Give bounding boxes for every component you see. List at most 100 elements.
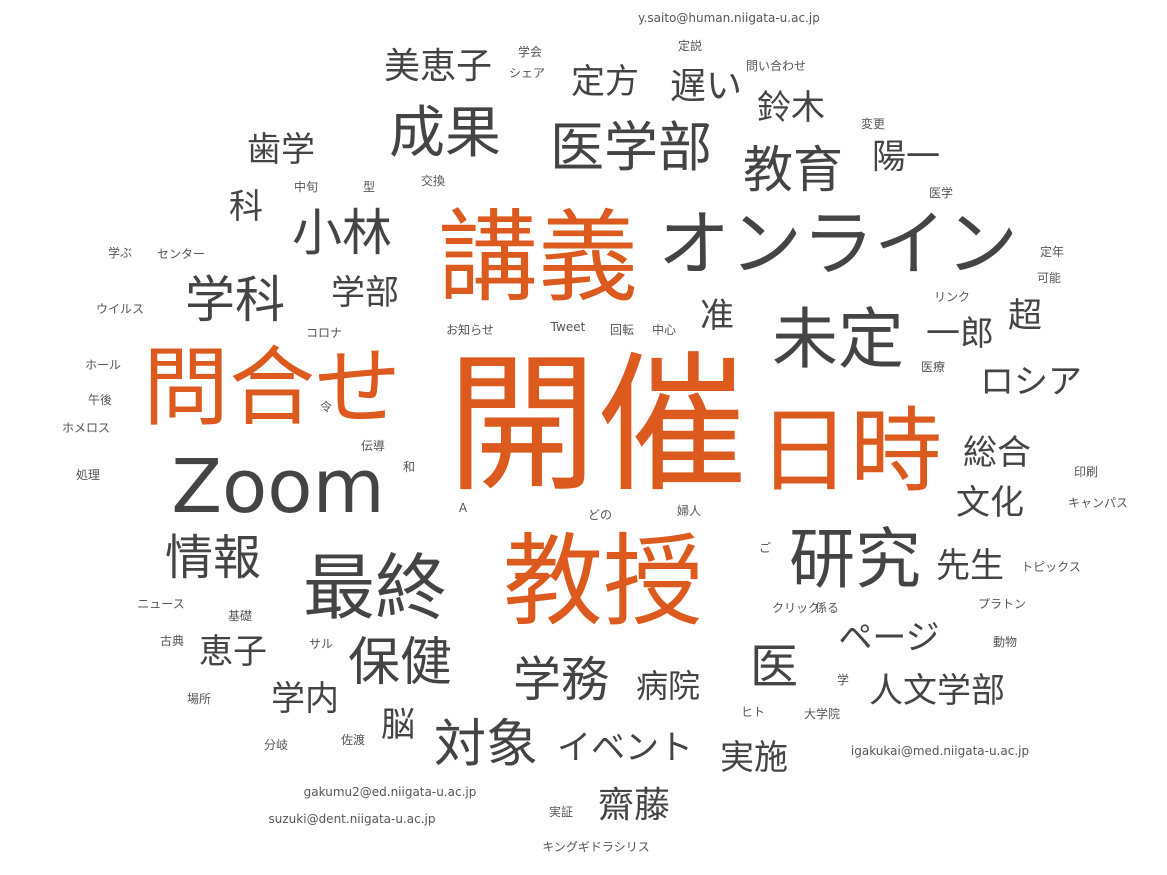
cloud-word: トピックス xyxy=(1021,560,1081,574)
cloud-word: 定方 xyxy=(571,62,639,102)
cloud-word: 型 xyxy=(362,180,376,194)
cloud-word: 問合せ xyxy=(143,338,401,438)
cloud-word: 医 xyxy=(749,639,799,695)
cloud-word: 小林 xyxy=(292,204,392,262)
cloud-word: サル xyxy=(308,637,334,651)
cloud-word: A xyxy=(458,501,468,515)
cloud-word: イベント xyxy=(557,728,693,768)
cloud-word: 脳 xyxy=(381,705,415,745)
cloud-word: キングギドラシリス xyxy=(542,840,650,854)
cloud-word: 美恵子 xyxy=(383,46,493,87)
cloud-word: 一郎 xyxy=(926,314,994,354)
cloud-word: シェア xyxy=(508,66,546,80)
cloud-word: 医学部 xyxy=(550,116,712,179)
cloud-word: 分岐 xyxy=(263,738,289,752)
cloud-word: 学科 xyxy=(185,271,285,329)
cloud-word: 佐渡 xyxy=(340,733,366,747)
cloud-word: 未定 xyxy=(772,301,904,378)
cloud-word: 情報 xyxy=(164,530,262,586)
cloud-word: 実施 xyxy=(720,738,788,778)
cloud-word: 大学院 xyxy=(803,707,841,721)
cloud-word: 基礎 xyxy=(227,609,253,623)
cloud-word: 齋藤 xyxy=(597,785,671,826)
cloud-word: 人文学部 xyxy=(869,671,1005,711)
cloud-word: igakukai@med.niigata-u.ac.jp xyxy=(850,744,1030,758)
cloud-word: 最終 xyxy=(302,546,448,630)
cloud-word: キャンパス xyxy=(1067,496,1129,510)
cloud-word: 変更 xyxy=(860,117,886,131)
cloud-word: 係る xyxy=(814,601,840,615)
cloud-word: 総合 xyxy=(963,433,1031,473)
cloud-word: gakumu2@ed.niigata-u.ac.jp xyxy=(303,785,477,799)
cloud-word: 動物 xyxy=(992,635,1018,649)
cloud-word: ホメロス xyxy=(61,421,111,435)
cloud-word: 超 xyxy=(1008,296,1042,336)
cloud-word: プラトン xyxy=(977,597,1027,611)
cloud-word: 可能 xyxy=(1036,271,1062,285)
cloud-word: 古典 xyxy=(159,634,185,648)
cloud-word: 研究 xyxy=(789,521,921,598)
cloud-word: Tweet xyxy=(550,320,586,334)
cloud-word: 鈴木 xyxy=(757,88,825,128)
cloud-word: ページ xyxy=(838,618,940,658)
cloud-word: 処理 xyxy=(75,468,101,482)
cloud-word: ホール xyxy=(84,358,122,372)
cloud-word: 教育 xyxy=(743,141,843,199)
cloud-word: 陽一 xyxy=(872,137,940,177)
cloud-word: 開催 xyxy=(446,339,748,513)
cloud-word: クリック xyxy=(771,601,821,615)
cloud-word: 中旬 xyxy=(293,180,319,194)
cloud-word: 医学 xyxy=(928,186,954,200)
cloud-word: 婦人 xyxy=(676,504,702,518)
cloud-word: 回転 xyxy=(609,323,635,337)
cloud-word: ウイルス xyxy=(95,302,145,316)
cloud-word: センター xyxy=(156,247,206,261)
cloud-word: suzuki@dent.niigata-u.ac.jp xyxy=(268,812,436,826)
cloud-word: ヒト xyxy=(740,705,766,719)
cloud-word: 日時 xyxy=(757,398,943,505)
cloud-word: 対象 xyxy=(433,715,539,775)
cloud-word: どの xyxy=(587,508,613,522)
cloud-word: 学務 xyxy=(512,652,610,708)
cloud-word: ニュース xyxy=(137,597,185,611)
cloud-word: 准 xyxy=(700,296,734,336)
cloud-word: 文化 xyxy=(956,483,1024,523)
cloud-word: お知らせ xyxy=(446,323,494,337)
cloud-word: 交換 xyxy=(420,174,446,188)
cloud-word: オンライン xyxy=(657,202,1019,286)
cloud-word: コロナ xyxy=(305,326,343,340)
cloud-word: ご xyxy=(758,541,772,555)
cloud-word: 令 xyxy=(319,400,333,414)
cloud-word: 歯学 xyxy=(247,130,315,170)
cloud-word: 学 xyxy=(836,673,850,687)
cloud-word: 教授 xyxy=(503,523,703,640)
cloud-word: 場所 xyxy=(186,692,212,706)
cloud-word: 病院 xyxy=(635,667,701,705)
cloud-word: 問い合わせ xyxy=(745,59,807,73)
cloud-word: 午後 xyxy=(87,393,113,407)
cloud-word: 講義 xyxy=(438,199,638,316)
cloud-word: 伝導 xyxy=(360,439,386,453)
cloud-word: 医療 xyxy=(920,360,946,374)
cloud-word: y.saito@human.niigata-u.ac.jp xyxy=(638,11,820,25)
cloud-word: Zoom xyxy=(171,444,385,530)
cloud-word: 先生 xyxy=(936,546,1004,586)
cloud-word: 成果 xyxy=(389,101,501,166)
cloud-word: 和 xyxy=(402,460,416,474)
cloud-word: 保健 xyxy=(347,633,453,693)
cloud-word: 遅い xyxy=(669,66,743,107)
cloud-word: 学内 xyxy=(271,679,339,719)
cloud-word: 実証 xyxy=(548,805,574,819)
cloud-word: 科 xyxy=(229,187,263,227)
cloud-word: 学部 xyxy=(331,273,399,313)
cloud-word: 恵子 xyxy=(199,632,267,672)
cloud-word: 学会 xyxy=(517,45,543,59)
cloud-word: 学ぶ xyxy=(107,246,133,260)
cloud-word: 定説 xyxy=(677,39,703,53)
cloud-word: 定年 xyxy=(1039,245,1065,259)
cloud-word: 印刷 xyxy=(1073,465,1099,479)
cloud-word: 中心 xyxy=(651,323,677,337)
cloud-word: ロシア xyxy=(980,362,1082,402)
cloud-word: リンク xyxy=(933,290,971,304)
